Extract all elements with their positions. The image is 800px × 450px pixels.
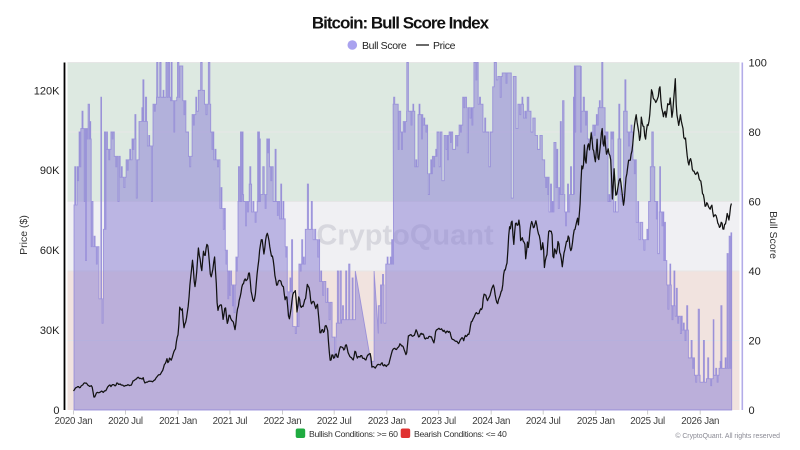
svg-text:2023 Jan: 2023 Jan <box>368 416 406 427</box>
svg-text:60K: 60K <box>40 245 60 257</box>
svg-text:2024 Jan: 2024 Jan <box>472 416 510 427</box>
svg-text:2022 Jul: 2022 Jul <box>317 416 352 427</box>
svg-text:80: 80 <box>749 127 761 139</box>
svg-text:© CryptoQuant. All rights rese: © CryptoQuant. All rights reserved <box>675 432 780 440</box>
svg-text:0: 0 <box>53 405 59 417</box>
svg-text:60: 60 <box>749 196 761 208</box>
svg-text:Bull Score: Bull Score <box>767 211 779 259</box>
svg-text:2024 Jul: 2024 Jul <box>526 416 561 427</box>
svg-text:40: 40 <box>749 266 761 278</box>
svg-text:90K: 90K <box>40 165 60 177</box>
svg-text:2020 Jan: 2020 Jan <box>55 416 93 427</box>
svg-text:100: 100 <box>749 57 767 69</box>
svg-text:20: 20 <box>749 335 761 347</box>
svg-text:2025 Jul: 2025 Jul <box>630 416 665 427</box>
svg-text:2026 Jan: 2026 Jan <box>681 416 719 427</box>
svg-text:Price ($): Price ($) <box>18 215 30 255</box>
svg-text:Price: Price <box>433 40 456 52</box>
svg-text:Bitcoin: Bull Score Index: Bitcoin: Bull Score Index <box>312 13 490 32</box>
svg-text:30K: 30K <box>40 325 60 337</box>
svg-text:Bearish Conditions: <= 40: Bearish Conditions: <= 40 <box>414 429 507 439</box>
svg-text:2020 Jul: 2020 Jul <box>108 416 143 427</box>
svg-text:2025 Jan: 2025 Jan <box>577 416 615 427</box>
svg-text:120K: 120K <box>34 85 60 97</box>
svg-text:2021 Jul: 2021 Jul <box>213 416 248 427</box>
svg-text:2023 Jul: 2023 Jul <box>421 416 456 427</box>
svg-text:0: 0 <box>749 405 755 417</box>
svg-text:Bull Score: Bull Score <box>362 40 407 52</box>
svg-text:Bullish Conditions: >= 60: Bullish Conditions: >= 60 <box>309 429 398 439</box>
svg-text:2022 Jan: 2022 Jan <box>264 416 302 427</box>
svg-text:2021 Jan: 2021 Jan <box>159 416 197 427</box>
